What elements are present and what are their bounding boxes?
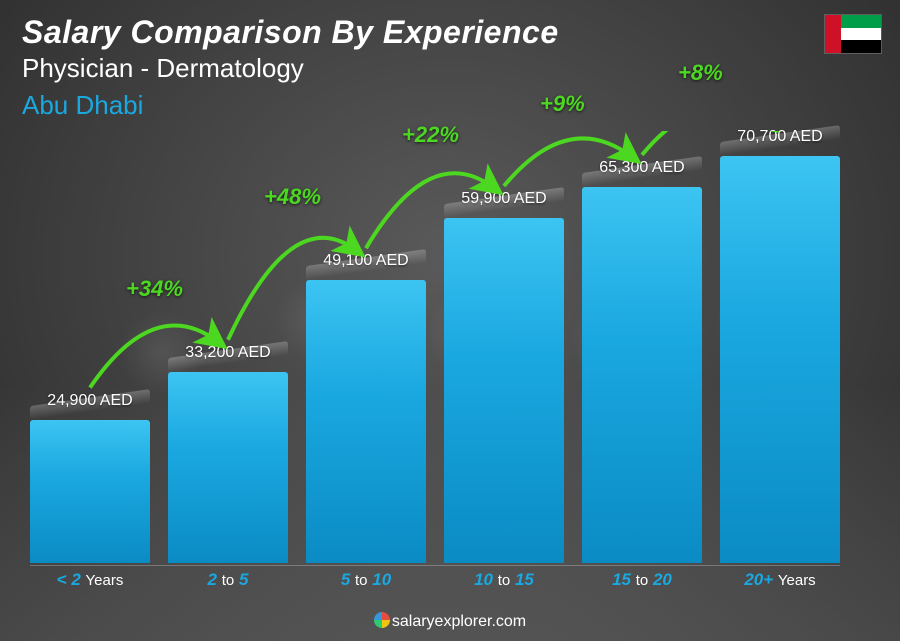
- x-axis-label: 10 to 15: [444, 566, 564, 591]
- location-label: Abu Dhabi: [22, 90, 559, 121]
- bar: [720, 156, 840, 563]
- bar: [444, 218, 564, 563]
- x-axis-label: 15 to 20: [582, 566, 702, 591]
- bar-wrap: 24,900 AED: [30, 392, 150, 563]
- footer: salaryexplorer.com: [0, 612, 900, 631]
- logo-icon: [374, 612, 390, 628]
- bar-wrap: 65,300 AED: [582, 159, 702, 563]
- bar: [582, 187, 702, 563]
- bar-wrap: 49,100 AED: [306, 252, 426, 563]
- increase-label: +9%: [540, 91, 585, 117]
- bar-wrap: 59,900 AED: [444, 190, 564, 563]
- page-title: Salary Comparison By Experience: [22, 14, 559, 51]
- infographic-container: Salary Comparison By Experience Physicia…: [0, 0, 900, 641]
- x-axis-label: 2 to 5: [168, 566, 288, 591]
- x-axis-label: < 2 Years: [30, 566, 150, 591]
- bar: [168, 372, 288, 563]
- uae-flag-icon: [824, 14, 882, 54]
- flag-hoist: [825, 15, 841, 53]
- bar-wrap: 70,700 AED: [720, 128, 840, 563]
- increase-label: +8%: [678, 60, 723, 86]
- bar-wrap: 33,200 AED: [168, 344, 288, 563]
- increase-label: +48%: [264, 184, 321, 210]
- x-axis: < 2 Years 2 to 5 5 to 10 10 to 15 15 to 20 20…: [30, 565, 840, 591]
- x-axis-label: 20+ Years: [720, 566, 840, 591]
- footer-text: salaryexplorer.com: [392, 613, 526, 630]
- bars-area: 24,900 AED33,200 AED49,100 AED59,900 AED…: [30, 131, 840, 563]
- increase-label: +34%: [126, 276, 183, 302]
- salary-bar-chart: 24,900 AED33,200 AED49,100 AED59,900 AED…: [30, 131, 840, 591]
- increase-label: +22%: [402, 122, 459, 148]
- bar: [30, 420, 150, 563]
- x-axis-label: 5 to 10: [306, 566, 426, 591]
- header: Salary Comparison By Experience Physicia…: [22, 14, 559, 121]
- subtitle: Physician - Dermatology: [22, 53, 559, 84]
- bar: [306, 280, 426, 563]
